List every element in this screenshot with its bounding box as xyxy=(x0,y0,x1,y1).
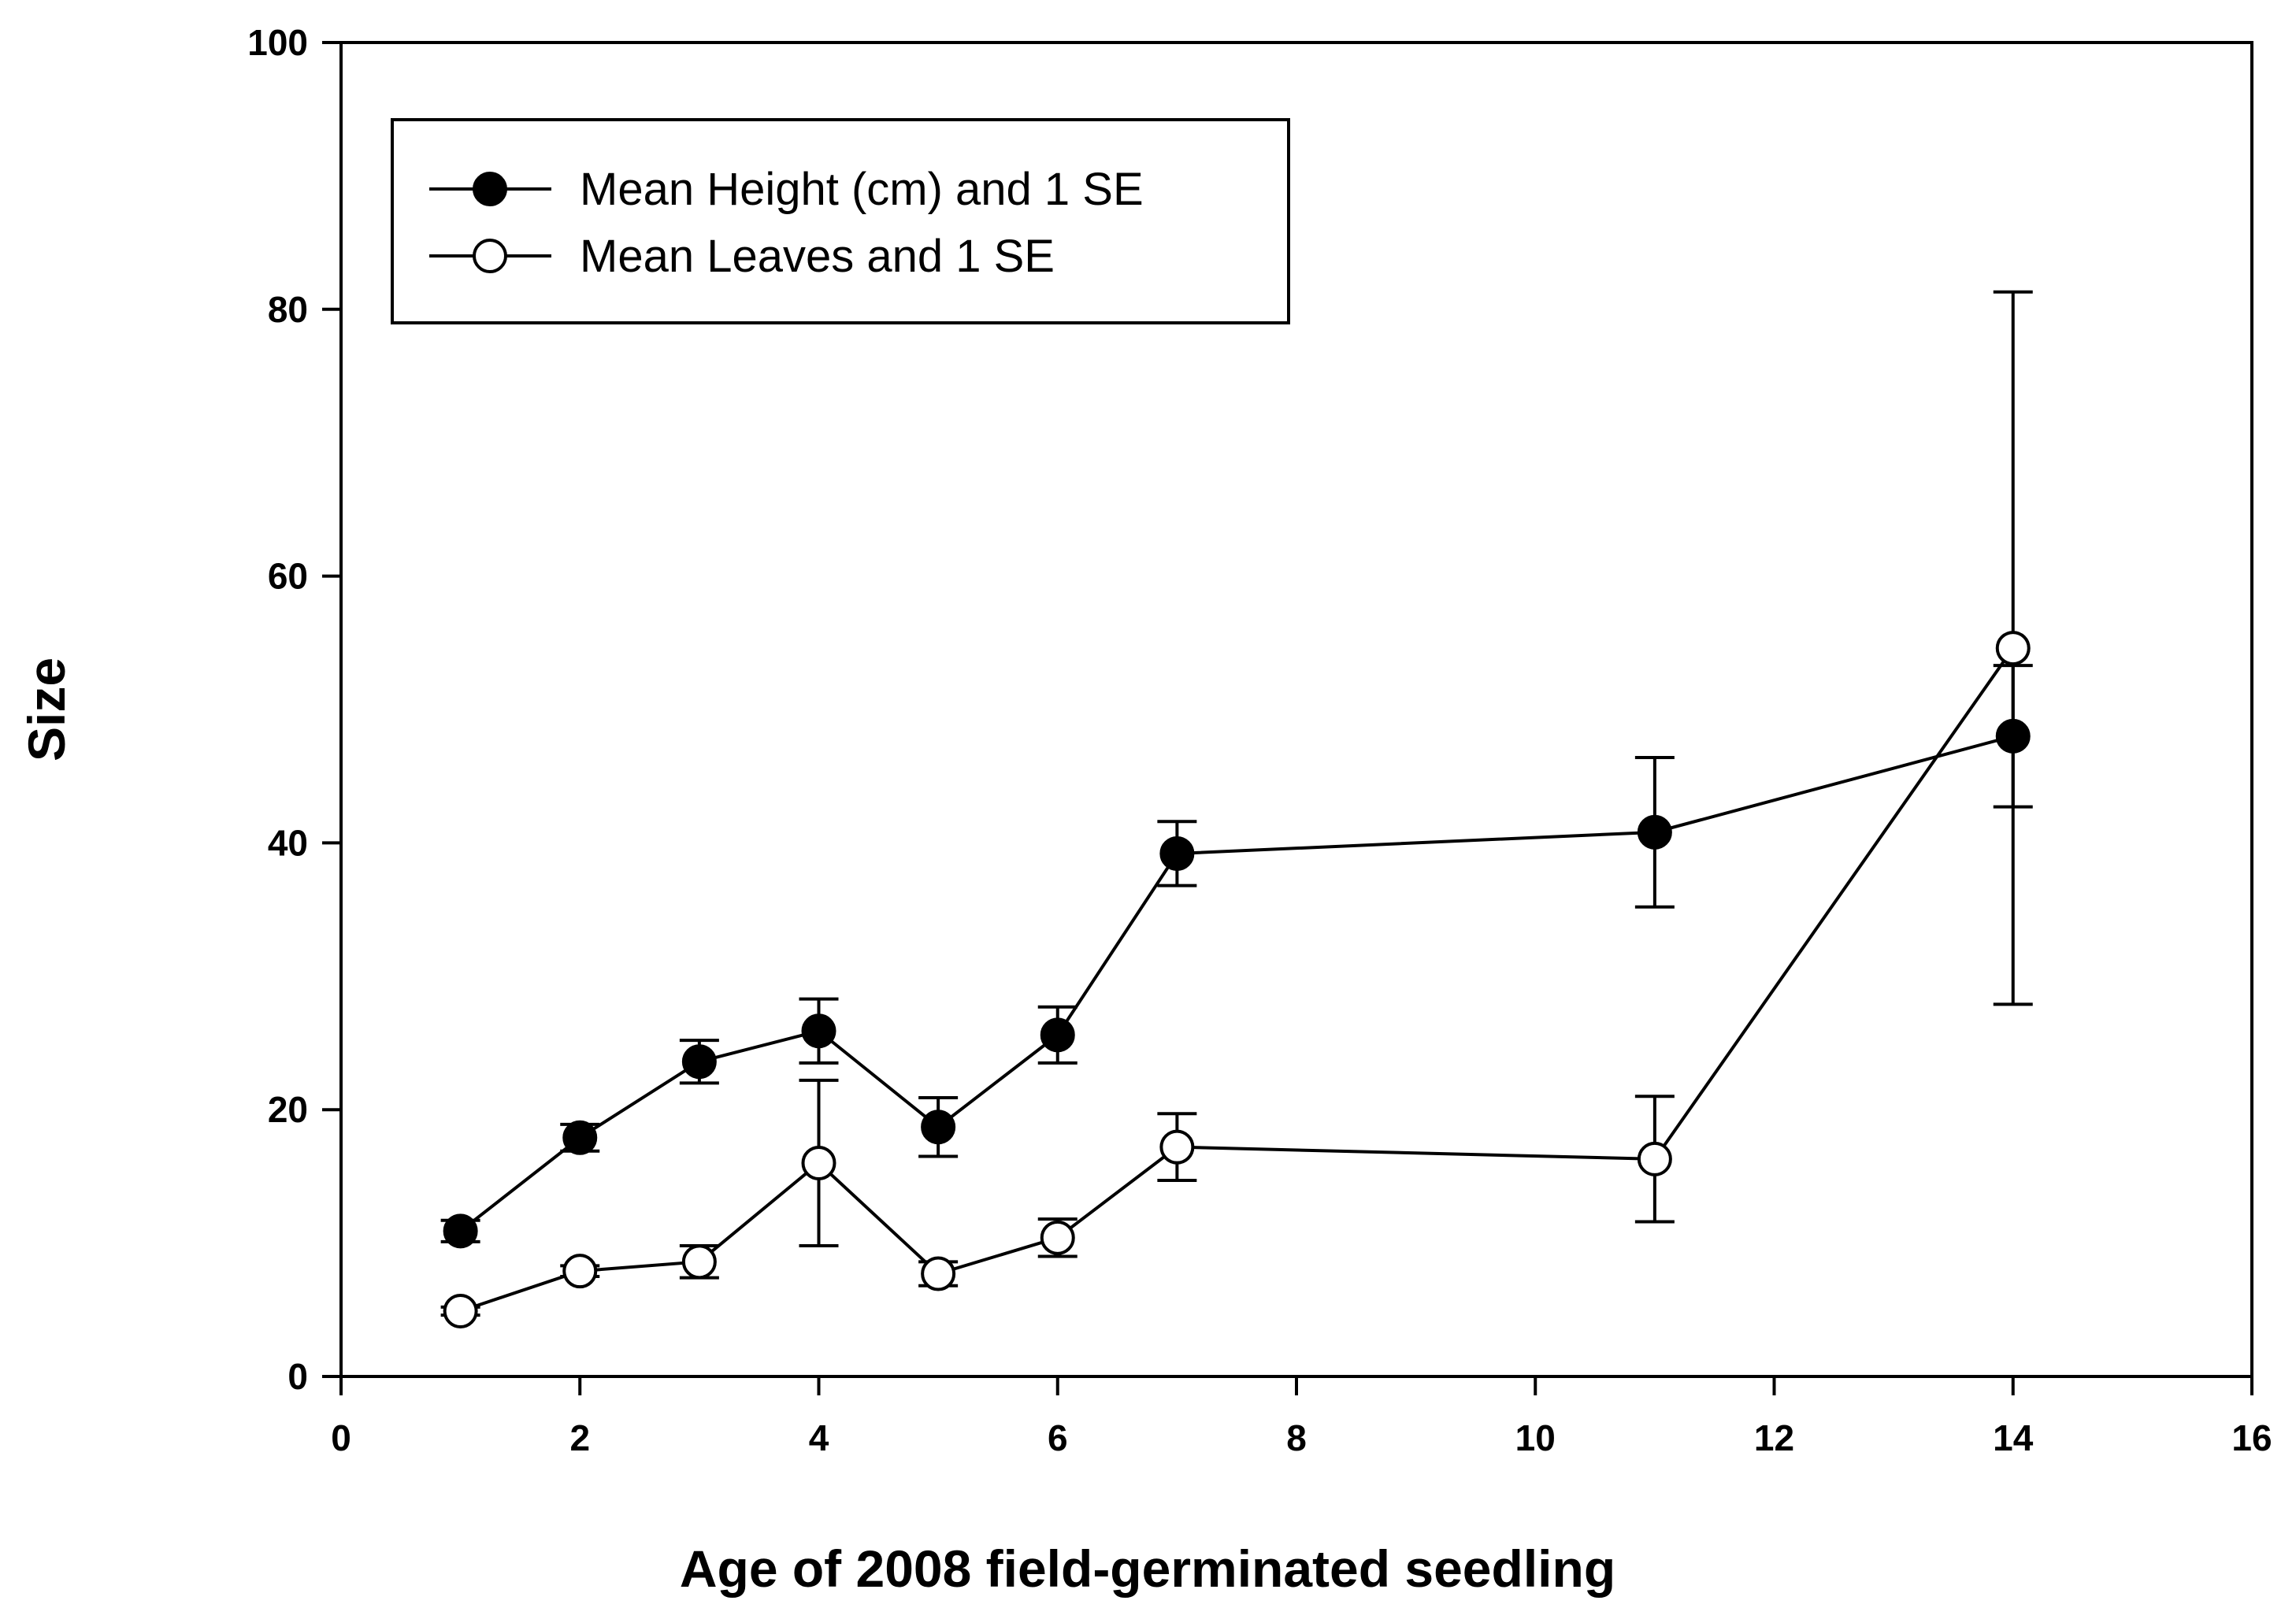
y-tick-label: 40 xyxy=(268,822,308,863)
data-point-height xyxy=(1159,835,1195,871)
data-point-leaves xyxy=(681,1244,717,1280)
data-point-leaves xyxy=(1995,631,2031,666)
y-axis: 0 20 40 60 80 100 xyxy=(247,22,341,1397)
y-tick-label: 20 xyxy=(268,1089,308,1130)
y-tick-label: 60 xyxy=(268,556,308,597)
series-height xyxy=(440,664,2033,1249)
x-tick-label: 4 xyxy=(809,1417,829,1458)
series-layer xyxy=(440,290,2033,1328)
legend-marker-height xyxy=(473,172,507,206)
data-point-height xyxy=(443,1213,478,1249)
data-point-height xyxy=(562,1120,598,1155)
legend-marker-leaves xyxy=(473,239,507,273)
data-point-leaves xyxy=(1159,1129,1195,1165)
data-point-height xyxy=(1637,814,1672,850)
series-leaves xyxy=(440,290,2033,1328)
x-axis-title: Age of 2008 field-germinated seedling xyxy=(680,1539,1615,1598)
data-point-height xyxy=(1040,1017,1075,1053)
legend-label-leaves: Mean Leaves and 1 SE xyxy=(580,231,1055,282)
y-tick-label: 100 xyxy=(247,22,308,63)
x-tick-label: 6 xyxy=(1048,1417,1068,1458)
series-line-leaves xyxy=(459,646,2015,1313)
legend-label-height: Mean Height (cm) and 1 SE xyxy=(580,164,1144,215)
data-point-leaves xyxy=(801,1145,836,1180)
data-point-height xyxy=(921,1110,956,1145)
data-point-height xyxy=(801,1013,836,1049)
data-point-leaves xyxy=(443,1293,478,1328)
y-axis-title: Size xyxy=(17,658,76,761)
x-tick-label: 16 xyxy=(2231,1417,2272,1458)
data-point-leaves xyxy=(1637,1141,1672,1176)
data-point-leaves xyxy=(921,1256,956,1291)
data-point-leaves xyxy=(562,1254,598,1289)
x-tick-label: 10 xyxy=(1515,1417,1556,1458)
x-axis: 0 2 4 6 8 10 12 14 16 xyxy=(331,1376,2272,1458)
y-tick-label: 0 xyxy=(287,1356,308,1397)
legend-box xyxy=(391,118,1290,324)
x-tick-label: 2 xyxy=(569,1417,590,1458)
x-tick-label: 8 xyxy=(1286,1417,1307,1458)
series-line-height xyxy=(459,734,2014,1232)
y-tick-label: 80 xyxy=(268,289,308,330)
data-point-height xyxy=(681,1044,717,1080)
x-tick-label: 12 xyxy=(1754,1417,1794,1458)
x-tick-label: 0 xyxy=(331,1417,351,1458)
legend: Mean Height (cm) and 1 SE Mean Leaves an… xyxy=(391,118,1290,324)
x-tick-label: 14 xyxy=(1993,1417,2034,1458)
data-point-leaves xyxy=(1040,1220,1075,1255)
